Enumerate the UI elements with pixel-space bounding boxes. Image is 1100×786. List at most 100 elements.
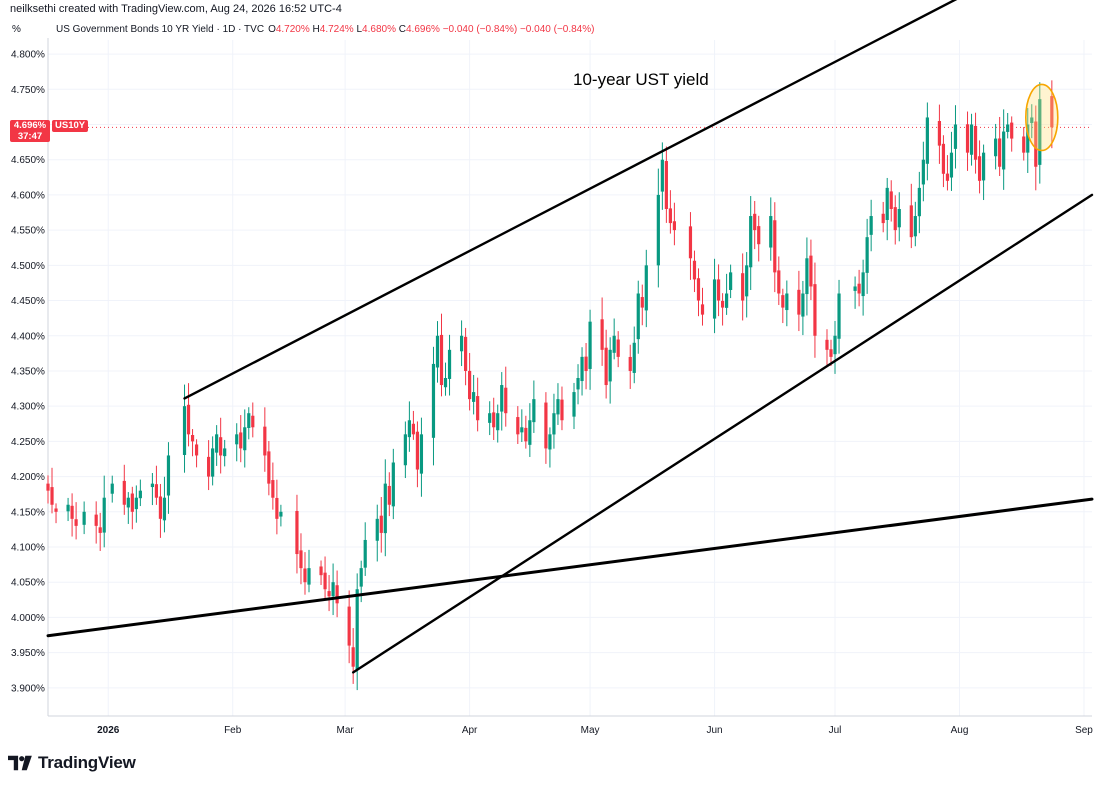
candle [861, 259, 865, 316]
y-tick-label: 4.050% [11, 578, 45, 589]
candle [335, 570, 339, 618]
candle [431, 346, 436, 466]
low-label: L [356, 24, 363, 35]
trendline[interactable] [351, 193, 1094, 674]
candle [548, 427, 552, 468]
y-tick-label: 4.200% [11, 472, 45, 483]
candle [973, 112, 978, 174]
candle [716, 264, 721, 317]
candle [1030, 104, 1034, 139]
y-tick-label: 4.750% [11, 85, 45, 96]
candle [299, 533, 303, 585]
candle [516, 406, 520, 444]
y-axis: 3.900% 3.950% 4.000% 4.050% 4.100% 4.150% 4.20… [11, 50, 45, 695]
x-tick-label: May [581, 725, 600, 736]
candle [937, 104, 942, 164]
candle [857, 269, 861, 307]
high-value: 4.724% [319, 24, 354, 35]
candle [54, 503, 58, 524]
candle [753, 200, 757, 250]
candle [1038, 82, 1042, 184]
candle [965, 111, 970, 171]
candle [580, 347, 584, 396]
candle [207, 440, 211, 491]
candle [363, 522, 367, 576]
candle [729, 264, 733, 299]
candle [94, 501, 98, 544]
candle [303, 552, 307, 595]
candle [584, 343, 588, 390]
candle [945, 155, 950, 191]
candle [190, 429, 195, 457]
last-price-value: 4.696% [13, 120, 47, 131]
x-tick-label: Mar [337, 725, 355, 736]
candle [403, 421, 407, 479]
candle [998, 116, 1002, 177]
candle [720, 293, 725, 326]
candle [383, 459, 387, 557]
legend-title[interactable]: US Government Bonds 10 YR Yield · 1D · T… [56, 24, 265, 35]
candle [829, 339, 833, 366]
candle [825, 329, 829, 368]
open-label: O [268, 24, 276, 35]
candle [375, 504, 379, 562]
candle [504, 366, 508, 427]
trendline[interactable] [183, 0, 1068, 400]
trendline[interactable] [46, 497, 1094, 638]
y-tick-label: 4.150% [11, 507, 45, 518]
candle [46, 475, 50, 504]
candle [632, 326, 636, 384]
candle [889, 180, 893, 222]
candle [415, 421, 420, 488]
candle [833, 320, 837, 374]
candle [745, 252, 749, 318]
candle [644, 249, 648, 328]
candle [696, 268, 701, 317]
percent-toggle-button[interactable]: % [12, 24, 21, 35]
candle [275, 479, 279, 535]
candle [379, 497, 383, 553]
candle [70, 493, 74, 537]
tradingview-footer[interactable]: TradingView [8, 752, 136, 774]
y-tick-label: 3.950% [11, 648, 45, 659]
candle [391, 448, 395, 520]
candle [941, 135, 946, 188]
x-tick-label: Aug [951, 725, 969, 736]
candle [544, 392, 548, 464]
close-value: 4.696% [405, 24, 440, 35]
highlight-ellipse[interactable] [1025, 83, 1059, 152]
candle [865, 218, 869, 294]
candle [351, 628, 355, 684]
candle [215, 425, 219, 466]
candle [741, 253, 745, 321]
candle [194, 439, 199, 468]
candle [447, 334, 452, 396]
y-tick-label: 4.650% [11, 155, 45, 166]
candle [319, 560, 323, 585]
high-label: H [312, 24, 320, 35]
attribution-text: neilksethi created with TradingView.com,… [10, 3, 342, 15]
candle [411, 410, 415, 440]
candle [271, 462, 275, 510]
y-tick-label: 4.800% [11, 50, 45, 61]
candle [279, 504, 283, 527]
candle [572, 382, 576, 430]
candle [925, 102, 929, 181]
y-tick-label: 4.400% [11, 331, 45, 342]
chart-annotation: 10-year UST yield [573, 70, 709, 89]
candle [881, 201, 885, 233]
y-tick-label: 4.500% [11, 261, 45, 272]
candle [251, 402, 255, 438]
candle [162, 476, 167, 533]
y-tick-label: 3.900% [11, 683, 45, 694]
candle [769, 197, 773, 261]
candle [608, 337, 612, 404]
candle [953, 105, 958, 169]
candle [668, 190, 672, 234]
candle [809, 239, 813, 301]
x-axis: 2026 Feb Mar Apr May Jun Jul Aug Sep [97, 725, 1093, 736]
candle [773, 202, 777, 293]
candle [712, 258, 717, 334]
candle [913, 201, 917, 247]
